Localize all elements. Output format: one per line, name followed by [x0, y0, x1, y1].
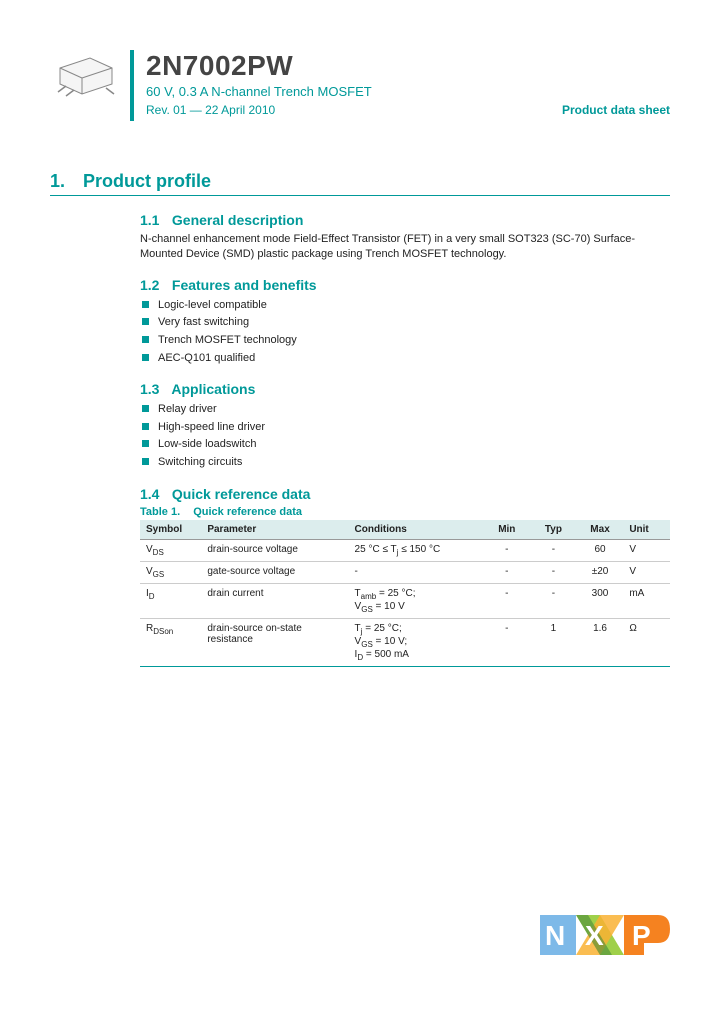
cell-max: 300	[577, 583, 624, 618]
cell-cond: 25 °C ≤ Tj ≤ 150 °C	[349, 539, 484, 561]
subsection-1-2: 1.2 Features and benefits Logic-level co…	[140, 277, 670, 367]
document-header: 2N7002PW 60 V, 0.3 A N-channel Trench MO…	[50, 50, 670, 121]
list-item: Low-side loadswitch	[140, 436, 670, 454]
cell-symbol: VDS	[140, 539, 201, 561]
table-row: RDSondrain-source on-state resistanceTj …	[140, 618, 670, 666]
col-unit: Unit	[623, 520, 670, 540]
package-icon	[50, 50, 130, 107]
cell-max: ±20	[577, 561, 624, 583]
cell-cond: -	[349, 561, 484, 583]
subsection-1-4: 1.4 Quick reference data Table 1. Quick …	[140, 486, 670, 667]
cell-param: gate-source voltage	[201, 561, 348, 583]
revision: Rev. 01 — 22 April 2010	[146, 103, 275, 117]
cell-typ: -	[530, 561, 577, 583]
svg-text:N: N	[545, 920, 565, 951]
table-title: Quick reference data	[193, 506, 302, 518]
sub-title-text: General description	[172, 212, 303, 228]
cell-unit: Ω	[623, 618, 670, 666]
section-number: 1.	[50, 171, 78, 192]
sub-title-text: Features and benefits	[172, 277, 317, 293]
cell-max: 60	[577, 539, 624, 561]
nxp-logo-icon: N X P	[540, 911, 670, 962]
table-row: VGSgate-source voltage---±20V	[140, 561, 670, 583]
list-item: Very fast switching	[140, 314, 670, 332]
sub-num: 1.2	[140, 277, 168, 293]
cell-symbol: ID	[140, 583, 201, 618]
svg-text:P: P	[632, 920, 651, 951]
sub-num: 1.3	[140, 381, 168, 397]
cell-cond: Tj = 25 °C;VGS = 10 V;ID = 500 mA	[349, 618, 484, 666]
cell-min: -	[484, 539, 531, 561]
sub-num: 1.1	[140, 212, 168, 228]
cell-typ: 1	[530, 618, 577, 666]
list-item: Logic-level compatible	[140, 297, 670, 315]
cell-typ: -	[530, 583, 577, 618]
table-row: VDSdrain-source voltage25 °C ≤ Tj ≤ 150 …	[140, 539, 670, 561]
cell-min: -	[484, 618, 531, 666]
svg-text:X: X	[585, 920, 604, 951]
description-text: N-channel enhancement mode Field-Effect …	[140, 232, 670, 263]
list-item: High-speed line driver	[140, 419, 670, 437]
sub-num: 1.4	[140, 486, 168, 502]
subsection-1-3: 1.3 Applications Relay driver High-speed…	[140, 381, 670, 471]
cell-unit: V	[623, 539, 670, 561]
col-parameter: Parameter	[201, 520, 348, 540]
sub-title-text: Quick reference data	[172, 486, 311, 502]
cell-min: -	[484, 561, 531, 583]
features-list: Logic-level compatible Very fast switchi…	[140, 297, 670, 367]
col-conditions: Conditions	[349, 520, 484, 540]
part-number: 2N7002PW	[146, 50, 670, 82]
table-header-row: Symbol Parameter Conditions Min Typ Max …	[140, 520, 670, 540]
col-typ: Typ	[530, 520, 577, 540]
section-1-title: 1. Product profile	[50, 171, 670, 196]
table-row: IDdrain currentTamb = 25 °C;VGS = 10 V--…	[140, 583, 670, 618]
cell-unit: V	[623, 561, 670, 583]
list-item: Relay driver	[140, 401, 670, 419]
applications-list: Relay driver High-speed line driver Low-…	[140, 401, 670, 471]
section-content: 1.1 General description N-channel enhanc…	[140, 212, 670, 667]
cell-param: drain-source voltage	[201, 539, 348, 561]
cell-unit: mA	[623, 583, 670, 618]
cell-cond: Tamb = 25 °C;VGS = 10 V	[349, 583, 484, 618]
title-block: 2N7002PW 60 V, 0.3 A N-channel Trench MO…	[146, 50, 670, 121]
quick-ref-table: Symbol Parameter Conditions Min Typ Max …	[140, 520, 670, 667]
cell-typ: -	[530, 539, 577, 561]
list-item: Trench MOSFET technology	[140, 332, 670, 350]
subsection-1-1: 1.1 General description N-channel enhanc…	[140, 212, 670, 263]
header-vertical-bar	[130, 50, 134, 121]
col-max: Max	[577, 520, 624, 540]
cell-param: drain current	[201, 583, 348, 618]
doc-type: Product data sheet	[562, 103, 670, 117]
cell-param: drain-source on-state resistance	[201, 618, 348, 666]
cell-symbol: RDSon	[140, 618, 201, 666]
cell-max: 1.6	[577, 618, 624, 666]
section-title-text: Product profile	[83, 171, 211, 191]
table-caption: Table 1. Quick reference data	[140, 506, 670, 518]
subtitle: 60 V, 0.3 A N-channel Trench MOSFET	[146, 84, 670, 99]
list-item: AEC-Q101 qualified	[140, 350, 670, 368]
col-symbol: Symbol	[140, 520, 201, 540]
cell-symbol: VGS	[140, 561, 201, 583]
sub-title-text: Applications	[171, 381, 255, 397]
cell-min: -	[484, 583, 531, 618]
list-item: Switching circuits	[140, 454, 670, 472]
col-min: Min	[484, 520, 531, 540]
table-label: Table 1.	[140, 506, 180, 518]
